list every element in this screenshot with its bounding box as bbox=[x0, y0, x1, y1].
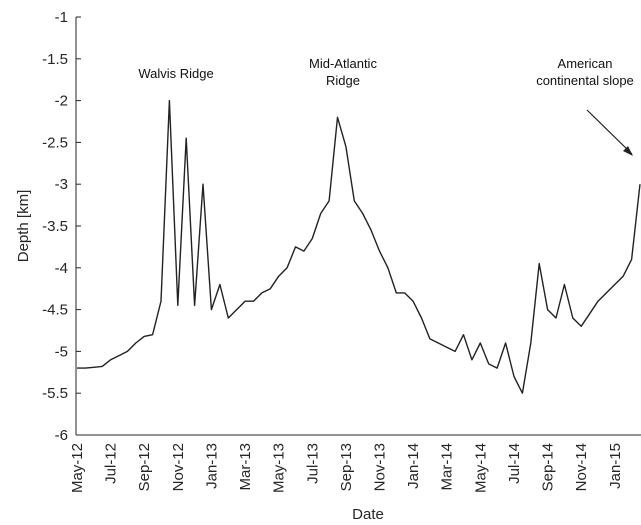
y-tick-label: -5.5 bbox=[42, 385, 68, 402]
y-tick-label: -1 bbox=[55, 9, 68, 26]
x-tick-label: Sep-12 bbox=[136, 443, 153, 491]
annotation: American continental slope bbox=[536, 56, 634, 88]
x-tick-label: Mar-13 bbox=[237, 443, 254, 491]
y-tick-label: -5 bbox=[55, 343, 68, 360]
x-tick-label: Nov-14 bbox=[573, 443, 590, 491]
y-tick-label: -3 bbox=[55, 176, 68, 193]
annotation: Walvis Ridge bbox=[138, 66, 213, 81]
x-tick-label: May-12 bbox=[69, 443, 86, 493]
annotation-line: Mid-Atlantic bbox=[309, 56, 377, 71]
x-tick-label: Jan-14 bbox=[405, 443, 422, 489]
annotation-line: continental slope bbox=[536, 73, 634, 88]
annotation-line: Ridge bbox=[326, 73, 360, 88]
x-tick-label: Mar-14 bbox=[439, 443, 456, 491]
y-tick-label: -4 bbox=[55, 260, 68, 277]
x-tick-label: Nov-12 bbox=[170, 443, 187, 491]
y-axis-label: Depth [km] bbox=[15, 190, 32, 263]
y-tick-label: -2 bbox=[55, 93, 68, 110]
annotation-line: American bbox=[558, 56, 613, 71]
x-tick-label: Jul-13 bbox=[304, 443, 321, 484]
y-tick-label: -3.5 bbox=[42, 218, 68, 235]
x-tick-label: Sep-13 bbox=[338, 443, 355, 491]
x-tick-label: Sep-14 bbox=[540, 443, 557, 491]
y-tick-label: -6 bbox=[55, 427, 68, 444]
x-tick-label: May-13 bbox=[271, 443, 288, 493]
x-tick-label: May-14 bbox=[472, 443, 489, 493]
annotation: Mid-Atlantic Ridge bbox=[309, 56, 377, 88]
y-tick-label: -2.5 bbox=[42, 134, 68, 151]
annotation-line: Walvis Ridge bbox=[138, 66, 213, 81]
x-tick-label: Jul-14 bbox=[506, 443, 523, 484]
arrow bbox=[586, 109, 633, 156]
x-tick-label: Jan-13 bbox=[203, 443, 220, 489]
x-tick-label: Jul-12 bbox=[103, 443, 120, 484]
x-axis-label: Date bbox=[352, 506, 384, 523]
x-tick-label: Nov-13 bbox=[372, 443, 389, 491]
y-tick-label: -4.5 bbox=[42, 302, 68, 319]
y-tick-label: -1.5 bbox=[42, 51, 68, 68]
depth-line bbox=[77, 99, 641, 394]
x-tick-label: Jan-15 bbox=[607, 443, 624, 489]
